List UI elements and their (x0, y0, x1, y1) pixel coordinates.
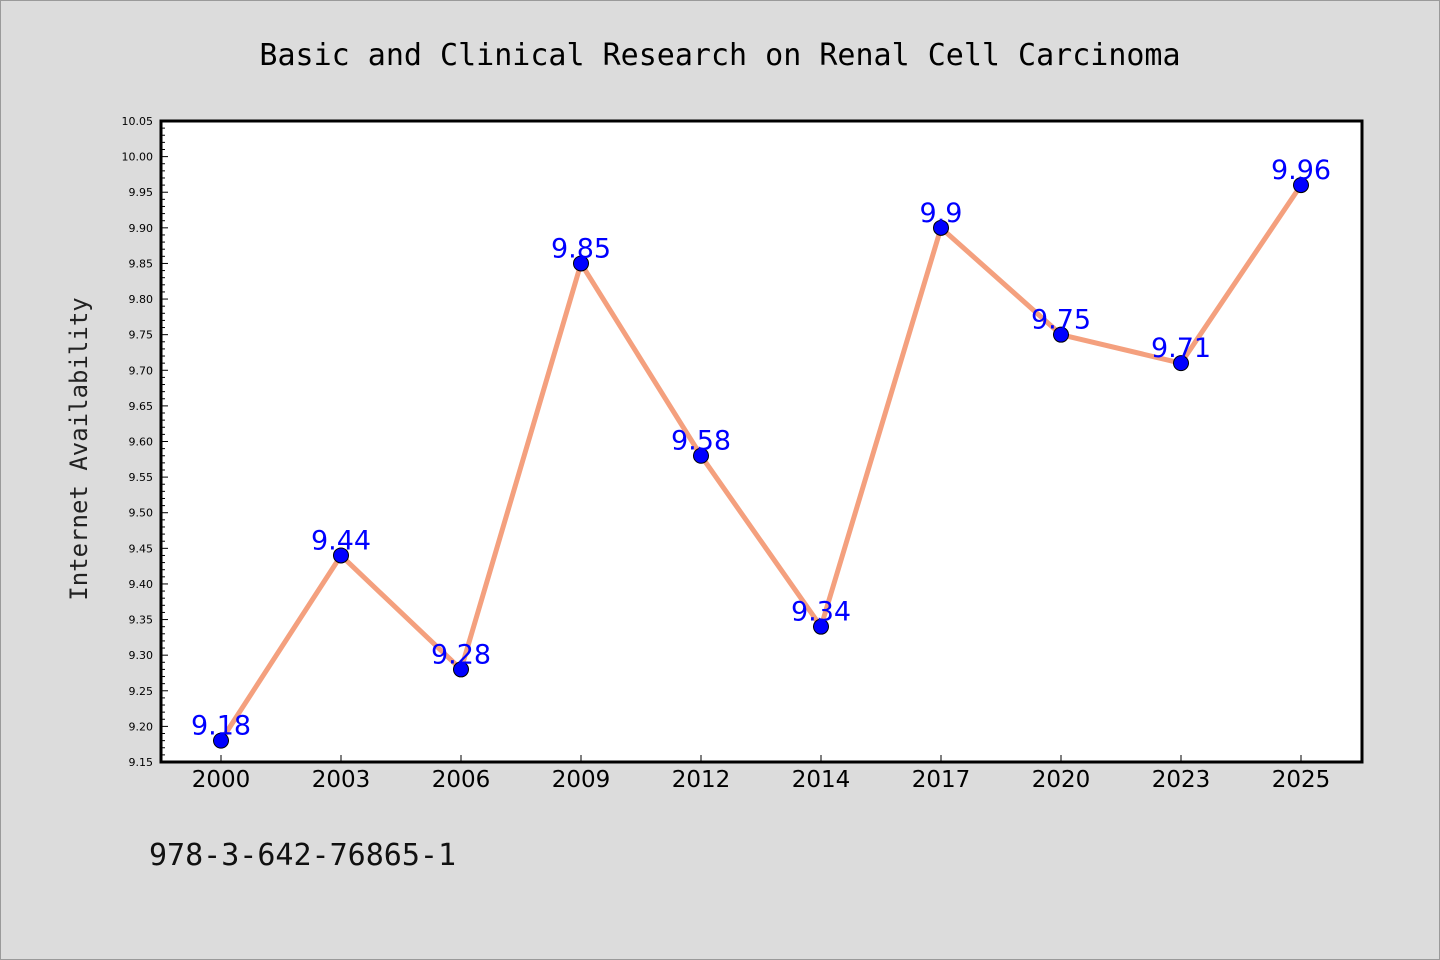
y-tick-label: 9.55 (129, 471, 154, 484)
x-tick-label: 2000 (192, 767, 251, 793)
isbn-footer: 978-3-642-76865-1 (149, 838, 456, 873)
data-point-label: 9.85 (551, 233, 611, 264)
y-tick-label: 9.65 (129, 400, 154, 413)
data-point-marker (1173, 355, 1189, 372)
y-tick-label: 9.35 (129, 614, 154, 627)
y-tick-label: 9.50 (129, 507, 154, 520)
data-point-label: 9.34 (791, 597, 851, 628)
data-point-marker (333, 547, 349, 564)
series-line-group (218, 182, 1304, 744)
data-point-marker (453, 661, 469, 678)
data-point-label: 9.75 (1031, 305, 1091, 336)
y-tick-label: 9.75 (129, 329, 154, 342)
y-tick-label: 9.45 (129, 542, 154, 555)
x-tick-label: 2020 (1032, 767, 1091, 793)
data-point-marker (573, 255, 589, 272)
data-point-marker (813, 618, 829, 635)
y-tick-label: 9.15 (129, 756, 154, 769)
y-tick-label: 9.85 (129, 257, 154, 270)
x-tick-label: 2023 (1152, 767, 1211, 793)
y-tick-label: 9.30 (129, 649, 154, 662)
y-tick-label: 9.95 (129, 186, 154, 199)
y-tick-label: 9.20 (129, 720, 154, 733)
data-point-marker (693, 447, 709, 464)
data-point-label: 9.58 (671, 426, 731, 457)
y-tick-label: 9.60 (129, 436, 154, 449)
chart-title: Basic and Clinical Research on Renal Cel… (259, 38, 1180, 73)
y-tick-label: 9.40 (129, 578, 154, 591)
data-markers (213, 177, 1309, 749)
data-point-label: 9.71 (1151, 333, 1211, 364)
data-point-label: 9.28 (431, 639, 491, 670)
y-tick-label: 9.25 (129, 685, 154, 698)
y-tick-label: 9.70 (129, 364, 154, 377)
y-axis-label: Internet Availability (65, 297, 93, 600)
y-tick-label: 10.05 (122, 115, 154, 128)
series-line (218, 182, 1304, 744)
data-point-marker (213, 732, 229, 749)
y-tick-label: 9.80 (129, 293, 154, 306)
x-axis: 2000 2003 2006 2009 2012 2014 2017 2020 2023 2025 (192, 755, 1331, 793)
x-tick-label: 2003 (312, 767, 371, 793)
data-point-marker (1053, 326, 1069, 343)
x-tick-label: 2017 (912, 767, 971, 793)
x-tick-label: 2009 (552, 767, 611, 793)
y-tick-label: 10.00 (122, 151, 154, 164)
plot-area (161, 121, 1362, 762)
x-tick-label: 2012 (672, 767, 731, 793)
data-point-marker (933, 219, 949, 236)
data-point-label: 9.96 (1271, 155, 1331, 186)
x-tick-label: 2006 (432, 767, 491, 793)
plot-frame (159, 119, 1364, 764)
x-tick-label: 2014 (792, 767, 851, 793)
data-labels: 9.18 9.44 9.28 9.85 9.58 9.34 9.9 9.75 9.71 9.96 (191, 155, 1331, 742)
y-tick-label: 9.90 (129, 222, 154, 235)
data-point-marker (1293, 177, 1309, 194)
data-point-label: 9.44 (311, 525, 371, 556)
data-point-label: 9.18 (191, 711, 251, 742)
y-axis: 9.15 9.20 9.25 9.30 9.35 9.40 9.45 9.50 9.55 9.60… (122, 115, 168, 769)
x-tick-label: 2025 (1272, 767, 1331, 793)
data-point-label: 9.9 (920, 198, 963, 229)
